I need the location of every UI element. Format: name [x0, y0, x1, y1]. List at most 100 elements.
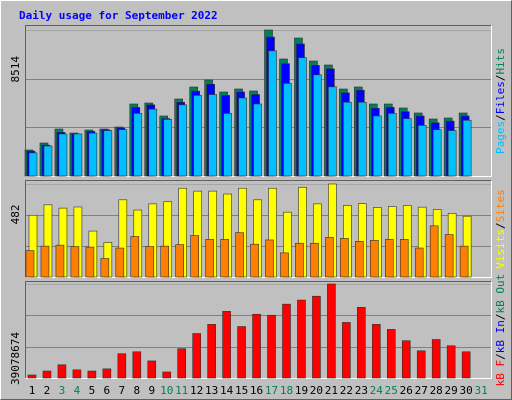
- y-tick-label: 482: [9, 205, 22, 225]
- bar: [177, 348, 186, 379]
- bar: [387, 113, 397, 177]
- x-tick-label: 1: [29, 384, 36, 397]
- bar: [208, 94, 217, 177]
- bar: [132, 351, 142, 379]
- bar: [103, 130, 113, 177]
- bar: [298, 57, 307, 177]
- x-tick-label: 10: [160, 384, 173, 397]
- x-tick-label: 8: [133, 384, 140, 397]
- legend-entry: kB F: [494, 360, 507, 387]
- bar: [399, 239, 409, 278]
- bar: [313, 74, 322, 177]
- bar: [115, 247, 125, 278]
- x-tick-label: 13: [205, 384, 218, 397]
- bar: [27, 374, 37, 379]
- x-tick-label: 29: [445, 384, 458, 397]
- bar: [207, 324, 216, 379]
- legend-entry: Pages: [494, 121, 507, 154]
- bar: [447, 130, 457, 177]
- bar: [100, 258, 110, 278]
- bar: [163, 119, 173, 177]
- bar: [402, 118, 412, 177]
- bar: [57, 364, 67, 379]
- bar: [312, 295, 321, 379]
- x-tick-label: 30: [460, 384, 473, 397]
- bar: [357, 306, 366, 379]
- legend: Visits/Sites: [494, 189, 507, 269]
- x-tick-label: 3: [59, 384, 66, 397]
- bar: [310, 242, 319, 278]
- bar: [461, 351, 471, 379]
- bar: [162, 371, 172, 379]
- bar: [205, 239, 214, 278]
- bar: [416, 350, 426, 379]
- x-tick-label: 31: [474, 384, 487, 397]
- x-tick-label: 26: [400, 384, 413, 397]
- legend: Pages/Files/Hits: [494, 48, 507, 154]
- x-tick-label: 23: [355, 384, 368, 397]
- bar: [253, 103, 262, 177]
- legend-separator: /: [494, 75, 507, 82]
- bar: [355, 241, 364, 278]
- bar: [40, 245, 50, 278]
- bar: [373, 115, 382, 177]
- legend-separator: /: [494, 313, 507, 320]
- bar: [372, 324, 381, 379]
- x-tick-label: 5: [89, 384, 96, 397]
- legend: kB F/kB In/kB Out: [494, 274, 507, 387]
- bar: [72, 369, 82, 379]
- x-tick-label: 12: [190, 384, 203, 397]
- bar: [193, 95, 202, 177]
- bar: [190, 235, 199, 278]
- bar: [328, 86, 337, 177]
- bar: [401, 340, 411, 379]
- bar: [459, 245, 469, 278]
- x-tick-label: 25: [385, 384, 398, 397]
- bar: [370, 240, 379, 278]
- bar: [384, 239, 394, 278]
- bar: [175, 244, 184, 278]
- bar: [235, 232, 244, 278]
- bar: [432, 129, 442, 177]
- bar: [282, 303, 291, 379]
- x-tick-label: 20: [310, 384, 323, 397]
- legend-separator: /: [494, 222, 507, 229]
- bar: [265, 239, 274, 278]
- bar: [414, 247, 424, 278]
- x-tick-label: 18: [280, 384, 293, 397]
- x-tick-label: 15: [235, 384, 248, 397]
- x-tick-label: 19: [295, 384, 308, 397]
- x-tick-label: 4: [74, 384, 81, 397]
- x-tick-label: 14: [220, 384, 234, 397]
- bar: [25, 250, 35, 278]
- bar: [327, 283, 336, 379]
- bar: [386, 329, 396, 379]
- x-tick-label: 2: [44, 384, 51, 397]
- bar: [145, 246, 155, 278]
- plot-border-dark: [25, 281, 492, 379]
- x-tick-label: 24: [370, 384, 384, 397]
- bar: [87, 370, 97, 379]
- bar: [85, 246, 95, 278]
- x-tick-label: 7: [119, 384, 126, 397]
- x-tick-label: 6: [104, 384, 111, 397]
- bar: [148, 108, 158, 177]
- bar: [70, 246, 80, 278]
- bar: [223, 113, 232, 177]
- bar: [429, 225, 439, 278]
- x-tick-label: 28: [430, 384, 443, 397]
- bar: [133, 113, 143, 177]
- bar: [446, 345, 456, 379]
- bar: [342, 322, 351, 379]
- x-tick-label: 17: [265, 384, 278, 397]
- y-tick-label: 8514: [9, 56, 22, 83]
- plot-border-light: [25, 25, 492, 177]
- bar: [283, 83, 292, 177]
- bar: [28, 152, 38, 177]
- x-tick-label: 16: [250, 384, 263, 397]
- bar: [220, 239, 229, 278]
- legend-entry: kB In: [494, 320, 507, 353]
- plot-border-light: [25, 180, 492, 278]
